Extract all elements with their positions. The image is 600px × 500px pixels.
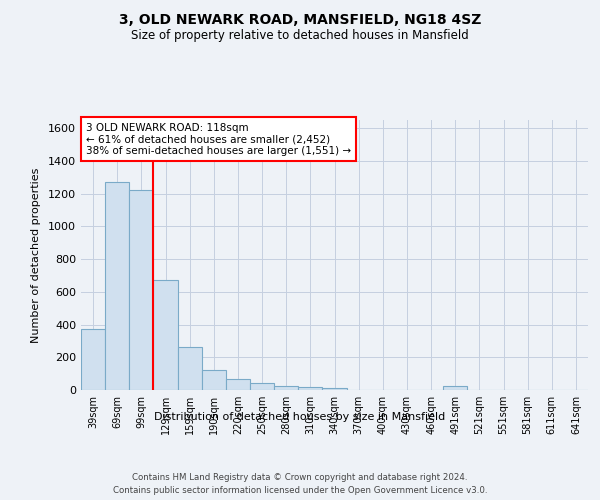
Y-axis label: Number of detached properties: Number of detached properties: [31, 168, 41, 342]
Text: Contains public sector information licensed under the Open Government Licence v3: Contains public sector information licen…: [113, 486, 487, 495]
Bar: [322, 388, 347, 390]
Bar: [250, 384, 274, 390]
Bar: [202, 370, 226, 390]
Text: Distribution of detached houses by size in Mansfield: Distribution of detached houses by size …: [154, 412, 446, 422]
Bar: [226, 378, 250, 390]
Text: 3 OLD NEWARK ROAD: 118sqm
← 61% of detached houses are smaller (2,452)
38% of se: 3 OLD NEWARK ROAD: 118sqm ← 61% of detac…: [86, 122, 351, 156]
Bar: [443, 386, 467, 390]
Bar: [274, 386, 298, 390]
Bar: [178, 348, 202, 390]
Bar: [154, 280, 178, 390]
Bar: [105, 182, 129, 390]
Text: Contains HM Land Registry data © Crown copyright and database right 2024.: Contains HM Land Registry data © Crown c…: [132, 472, 468, 482]
Bar: [81, 330, 105, 390]
Bar: [129, 190, 154, 390]
Text: Size of property relative to detached houses in Mansfield: Size of property relative to detached ho…: [131, 29, 469, 42]
Text: 3, OLD NEWARK ROAD, MANSFIELD, NG18 4SZ: 3, OLD NEWARK ROAD, MANSFIELD, NG18 4SZ: [119, 12, 481, 26]
Bar: [298, 387, 322, 390]
